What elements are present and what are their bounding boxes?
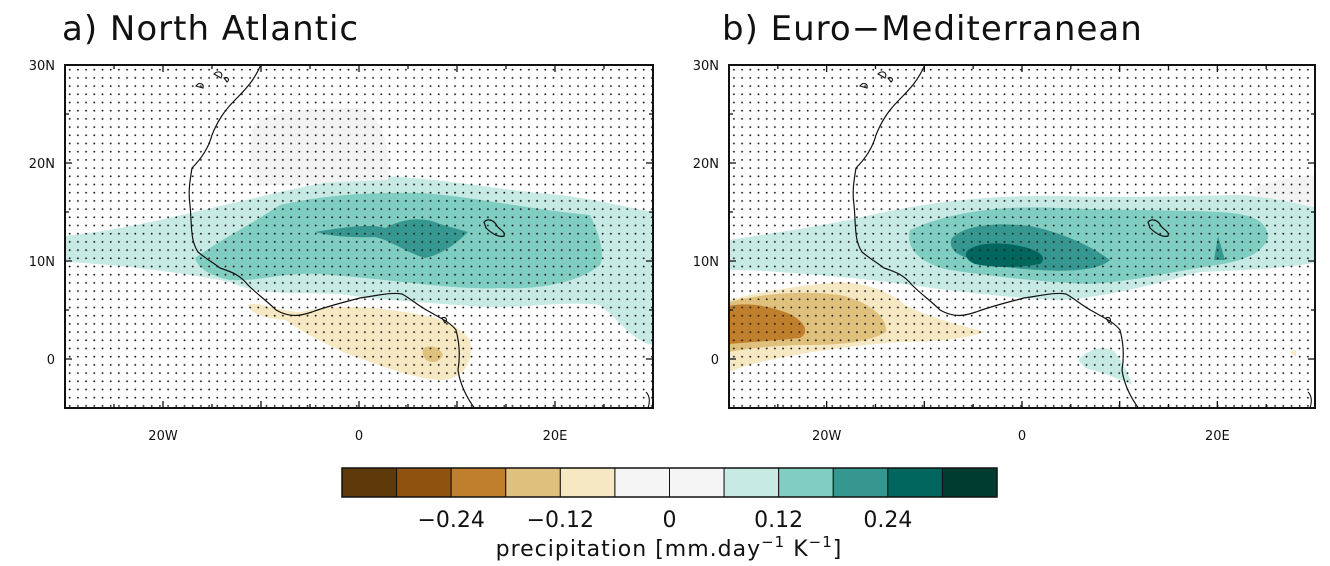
colorbar-swatch bbox=[887, 467, 943, 498]
colorbar: −0.24 −0.12 0 0.12 0.24 precipitation [mm.da… bbox=[341, 467, 998, 562]
y-tick-label: 0 bbox=[711, 353, 719, 368]
coastline-islet-south bbox=[441, 316, 650, 408]
colorbar-title-close: ] bbox=[833, 537, 843, 562]
coastline-islet bbox=[195, 71, 229, 89]
map-area bbox=[729, 65, 1315, 408]
panel-north-atlantic: a) North Atlantic 20W 0 20E 30N 20N 10N 0 bbox=[29, 9, 654, 444]
coastline bbox=[852, 65, 1140, 408]
coastline-island bbox=[1147, 219, 1169, 237]
x-tick-label: 0 bbox=[1018, 429, 1026, 444]
colorbar-swatch bbox=[723, 467, 780, 498]
axis-ticks bbox=[728, 64, 1316, 409]
y-tick-label: 10N bbox=[29, 255, 55, 270]
axis-tick-labels: 20W 0 20E 30N 20N 10N 0 bbox=[693, 59, 1230, 444]
y-tick-label: 20N bbox=[29, 157, 55, 172]
x-tick-label: 20E bbox=[1205, 429, 1230, 444]
panel-title: a) North Atlantic bbox=[62, 9, 359, 49]
colorbar-swatches bbox=[341, 467, 998, 498]
colorbar-swatch bbox=[450, 467, 507, 498]
colorbar-title-exponent: −1 bbox=[761, 533, 785, 551]
colorbar-label: 0 bbox=[663, 508, 677, 533]
colorbar-label: 0.24 bbox=[863, 508, 912, 533]
colorbar-label: −0.24 bbox=[417, 508, 484, 533]
axis-tick-labels: 20W 0 20E 30N 20N 10N 0 bbox=[29, 59, 568, 444]
x-tick-label: 20E bbox=[543, 429, 568, 444]
colorbar-swatch bbox=[614, 467, 671, 498]
y-tick-label: 10N bbox=[693, 255, 719, 270]
x-tick-label: 0 bbox=[355, 429, 363, 444]
colorbar-swatch bbox=[832, 467, 889, 498]
y-tick-label: 30N bbox=[29, 59, 55, 74]
axis-ticks bbox=[64, 64, 654, 409]
map-area bbox=[65, 65, 653, 408]
colorbar-label: −0.12 bbox=[527, 508, 594, 533]
colorbar-swatch bbox=[778, 467, 834, 498]
colorbar-frame bbox=[341, 467, 998, 498]
colorbar-labels: −0.24 −0.12 0 0.12 0.24 bbox=[417, 508, 912, 533]
coastline bbox=[188, 65, 476, 408]
y-tick-label: 30N bbox=[693, 59, 719, 74]
colorbar-swatch bbox=[559, 467, 616, 498]
coastline-island bbox=[483, 219, 505, 237]
colorbar-swatch bbox=[505, 467, 561, 498]
panel-euro-mediterranean: b) Euro−Mediterranean 20W 0 20E 30N 20N 10N 0 bbox=[693, 9, 1316, 444]
coastline-islet bbox=[859, 71, 893, 89]
x-tick-label: 20W bbox=[812, 429, 842, 444]
colorbar-swatch bbox=[396, 467, 452, 498]
colorbar-label: 0.12 bbox=[754, 508, 803, 533]
colorbar-swatch bbox=[941, 467, 998, 498]
panel-title: b) Euro−Mediterranean bbox=[722, 9, 1143, 49]
colorbar-title-unit: K bbox=[785, 537, 808, 562]
x-tick-label: 20W bbox=[148, 429, 178, 444]
colorbar-title-exponent: −1 bbox=[809, 533, 833, 551]
coastline-islet-south bbox=[1105, 316, 1312, 408]
colorbar-swatch bbox=[341, 467, 398, 498]
colorbar-title-main: precipitation [mm.day bbox=[496, 537, 762, 562]
y-tick-label: 20N bbox=[693, 157, 719, 172]
colorbar-swatch bbox=[669, 467, 725, 498]
colorbar-title: precipitation [mm.day−1 K−1] bbox=[496, 533, 843, 562]
y-tick-label: 0 bbox=[47, 353, 55, 368]
